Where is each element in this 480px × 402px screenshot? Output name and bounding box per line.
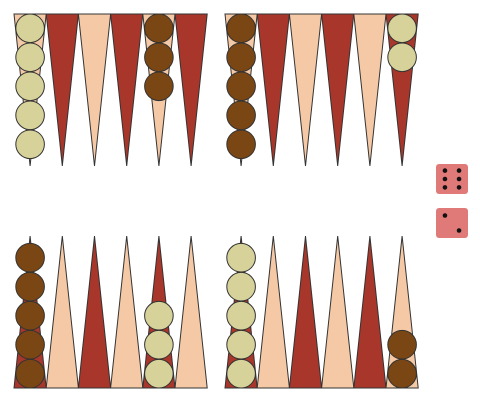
die-pip bbox=[456, 228, 462, 233]
checker-light[interactable] bbox=[226, 300, 256, 331]
die-1[interactable] bbox=[436, 164, 468, 194]
point-bottom-11[interactable] bbox=[353, 235, 387, 389]
checker-light[interactable] bbox=[15, 71, 45, 102]
checker-light[interactable] bbox=[15, 129, 45, 160]
point-bottom-3[interactable] bbox=[77, 235, 112, 389]
checker-light[interactable] bbox=[226, 242, 256, 273]
point-top-3[interactable] bbox=[77, 13, 112, 167]
checker-dark[interactable] bbox=[226, 13, 256, 44]
point-top-10[interactable] bbox=[321, 13, 355, 167]
checker-light[interactable] bbox=[226, 271, 256, 302]
checker-light[interactable] bbox=[15, 100, 45, 131]
checker-dark[interactable] bbox=[15, 242, 45, 273]
checker-dark[interactable] bbox=[226, 42, 256, 73]
checker-dark[interactable] bbox=[226, 129, 256, 160]
checker-dark[interactable] bbox=[226, 71, 256, 102]
checker-dark[interactable] bbox=[387, 358, 417, 389]
point-bottom-9[interactable] bbox=[288, 235, 323, 389]
checker-light[interactable] bbox=[144, 329, 174, 360]
die-pip bbox=[456, 176, 462, 182]
checker-light[interactable] bbox=[144, 358, 174, 389]
point-top-8[interactable] bbox=[256, 13, 290, 167]
dice-area bbox=[436, 164, 468, 240]
checker-light[interactable] bbox=[387, 42, 417, 73]
checker-light[interactable] bbox=[144, 300, 174, 331]
die-2[interactable] bbox=[436, 208, 468, 238]
checker-dark[interactable] bbox=[226, 100, 256, 131]
checker-dark[interactable] bbox=[15, 271, 45, 302]
checkers-layer bbox=[15, 13, 417, 389]
checker-dark[interactable] bbox=[15, 300, 45, 331]
die-pip bbox=[442, 176, 448, 182]
die-face bbox=[442, 168, 462, 190]
point-bottom-6[interactable] bbox=[174, 235, 208, 389]
die-pip bbox=[442, 213, 448, 218]
die-pip bbox=[456, 185, 462, 190]
checker-dark[interactable] bbox=[15, 329, 45, 360]
point-top-2[interactable] bbox=[45, 13, 79, 167]
point-bottom-10[interactable] bbox=[321, 235, 355, 389]
point-top-9[interactable] bbox=[288, 13, 323, 167]
point-top-4[interactable] bbox=[110, 13, 144, 167]
checker-dark[interactable] bbox=[144, 71, 174, 102]
checker-light[interactable] bbox=[226, 358, 256, 389]
die-pip bbox=[442, 185, 448, 190]
point-top-11[interactable] bbox=[353, 13, 387, 167]
checker-light[interactable] bbox=[15, 42, 45, 73]
point-bottom-8[interactable] bbox=[256, 235, 290, 389]
point-bottom-4[interactable] bbox=[110, 235, 144, 389]
checker-light[interactable] bbox=[15, 13, 45, 44]
point-bottom-2[interactable] bbox=[45, 235, 79, 389]
checker-dark[interactable] bbox=[387, 329, 417, 360]
checker-dark[interactable] bbox=[144, 42, 174, 73]
die-pip bbox=[456, 168, 462, 173]
die-face bbox=[442, 213, 462, 233]
point-top-6[interactable] bbox=[174, 13, 208, 167]
checker-light[interactable] bbox=[387, 13, 417, 44]
checker-light[interactable] bbox=[226, 329, 256, 360]
checker-dark[interactable] bbox=[144, 13, 174, 44]
checker-dark[interactable] bbox=[15, 358, 45, 389]
points-layer bbox=[13, 13, 419, 389]
die-pip bbox=[442, 168, 448, 173]
